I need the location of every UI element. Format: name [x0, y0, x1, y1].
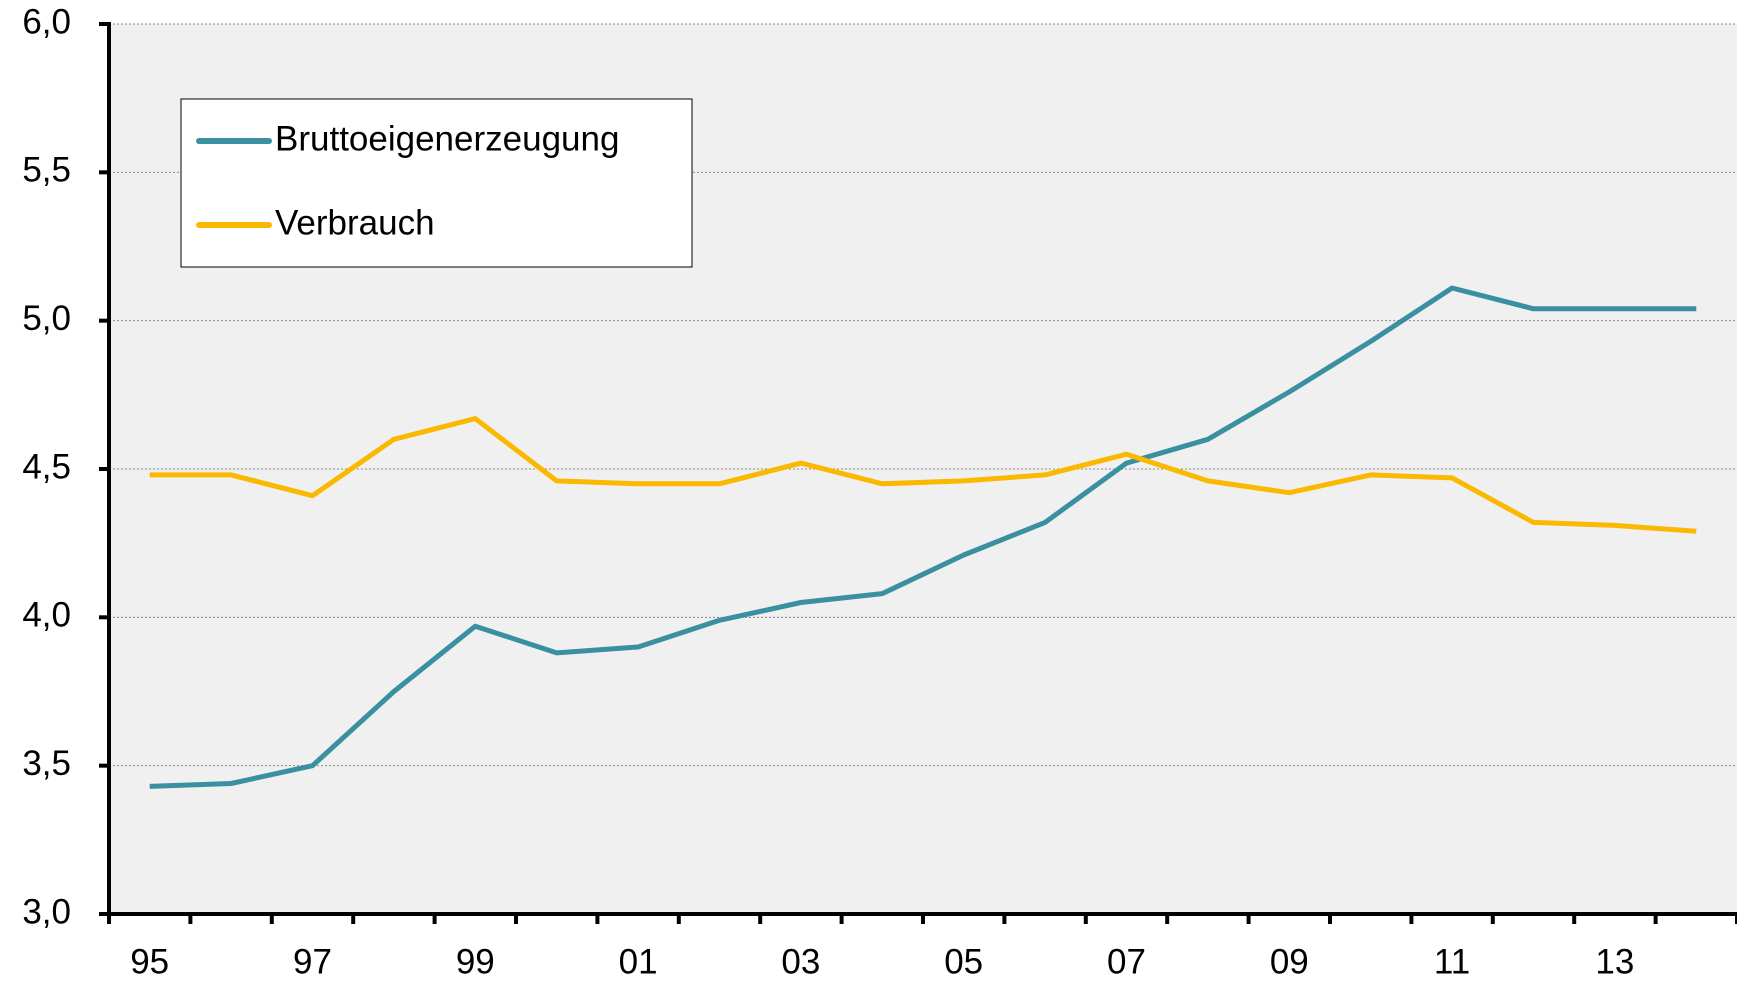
legend-label: Verbrauch	[275, 203, 435, 242]
x-tick-label: 99	[456, 942, 495, 981]
x-tick-label: 07	[1107, 942, 1146, 981]
x-tick-label: 95	[130, 942, 169, 981]
x-tick-label: 01	[619, 942, 658, 981]
line-series	[149, 285, 1697, 789]
y-tick-label: 3,5	[22, 744, 71, 783]
x-tick-label: 03	[781, 942, 820, 981]
y-tick-label: 3,0	[22, 892, 71, 931]
y-tick-label: 5,0	[22, 299, 71, 338]
x-tick-label: 97	[293, 942, 332, 981]
y-tick-label: 6,0	[22, 2, 71, 41]
y-tick-label: 5,5	[22, 151, 71, 190]
legend-label: Bruttoeigenerzeugung	[275, 119, 619, 158]
x-tick-label: 13	[1595, 942, 1634, 981]
legend-box	[180, 98, 693, 268]
line-series	[149, 416, 1697, 534]
y-tick-label: 4,0	[22, 596, 71, 635]
x-tick-label: 09	[1270, 942, 1309, 981]
y-tick-label: 4,5	[22, 447, 71, 486]
x-tick-label: 11	[1434, 942, 1470, 981]
x-tick-label: 05	[944, 942, 983, 981]
